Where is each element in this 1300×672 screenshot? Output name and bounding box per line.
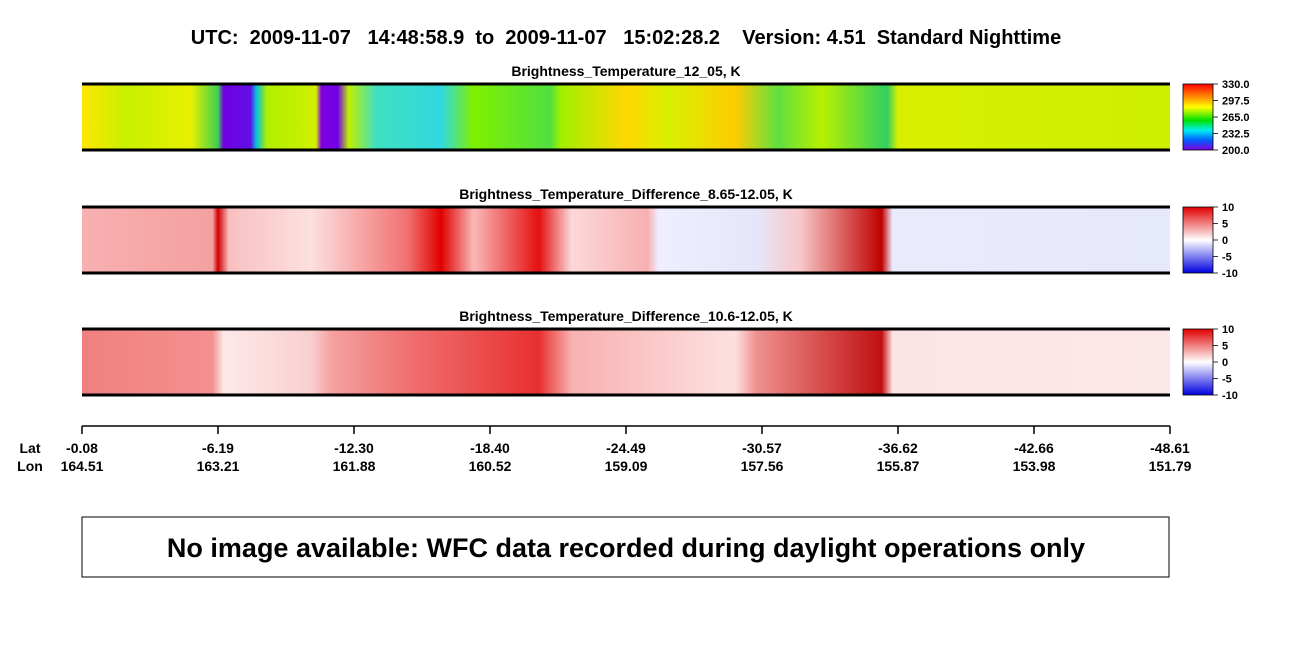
colorbar-label: 0 xyxy=(1222,235,1228,247)
lat-lon-axis: Lat Lon -0.08 164.51 -6.19 163.21 -12.30 161.… xyxy=(17,425,1192,474)
lat-tick-label: -0.08 xyxy=(66,440,98,456)
lat-tick-label: -12.30 xyxy=(334,440,374,456)
lon-tick-label: 161.88 xyxy=(333,458,376,474)
colorbar-label: -10 xyxy=(1222,390,1238,402)
lon-tick-label: 155.87 xyxy=(877,458,920,474)
swath-image xyxy=(82,84,1170,150)
lon-tick-label: 159.09 xyxy=(605,458,648,474)
page-title: UTC: 2009-11-07 14:48:58.9 to 2009-11-07… xyxy=(191,27,1061,49)
colorbar-label: 232.5 xyxy=(1222,129,1250,141)
lon-tick-label: 151.79 xyxy=(1149,458,1192,474)
lat-tick-label: -24.49 xyxy=(606,440,646,456)
panel-title: Brightness_Temperature_Difference_10.6-1… xyxy=(459,308,793,324)
lat-tick-label: -42.66 xyxy=(1014,440,1054,456)
lon-tick-label: 157.56 xyxy=(741,458,784,474)
lon-tick-label: 153.98 xyxy=(1013,458,1056,474)
swath-image xyxy=(82,207,1170,273)
lat-tick-label: -6.19 xyxy=(202,440,234,456)
colorbar-label: 10 xyxy=(1222,202,1234,214)
colorbar-label: 297.5 xyxy=(1222,96,1250,108)
lon-tick-label: 163.21 xyxy=(197,458,240,474)
colorbar-label: 5 xyxy=(1222,341,1228,353)
colorbar-label: 0 xyxy=(1222,357,1228,369)
colorbar-label: 10 xyxy=(1222,324,1234,336)
message: No image available: WFC data recorded du… xyxy=(167,533,1085,563)
lon-label: Lon xyxy=(17,458,43,474)
panels: Brightness_Temperature_12_05, K 330.0 297.… xyxy=(82,63,1250,402)
lon-tick-label: 160.52 xyxy=(469,458,512,474)
lat-tick-label: -18.40 xyxy=(470,440,510,456)
colorbar-label: 5 xyxy=(1222,219,1228,231)
colorbar-label: -10 xyxy=(1222,268,1238,280)
lat-tick-label: -30.57 xyxy=(742,440,782,456)
colorbar-label: -5 xyxy=(1222,252,1232,264)
lon-tick-label: 164.51 xyxy=(61,458,104,474)
panel-title: Brightness_Temperature_Difference_8.65-1… xyxy=(459,186,793,202)
lat-tick-label: -48.61 xyxy=(1150,440,1190,456)
lat-label: Lat xyxy=(20,440,41,456)
swath-image xyxy=(82,329,1170,395)
message-box xyxy=(81,516,1170,578)
panel-title: Brightness_Temperature_12_05, K xyxy=(511,63,740,79)
lat-tick-label: -36.62 xyxy=(878,440,918,456)
colorbar xyxy=(1182,328,1214,396)
colorbar xyxy=(1182,83,1214,151)
colorbar-label: 330.0 xyxy=(1222,79,1250,91)
colorbar-label: 200.0 xyxy=(1222,145,1250,157)
colorbar-label: 265.0 xyxy=(1222,112,1250,124)
colorbar xyxy=(1182,206,1214,274)
colorbar-label: -5 xyxy=(1222,374,1232,386)
